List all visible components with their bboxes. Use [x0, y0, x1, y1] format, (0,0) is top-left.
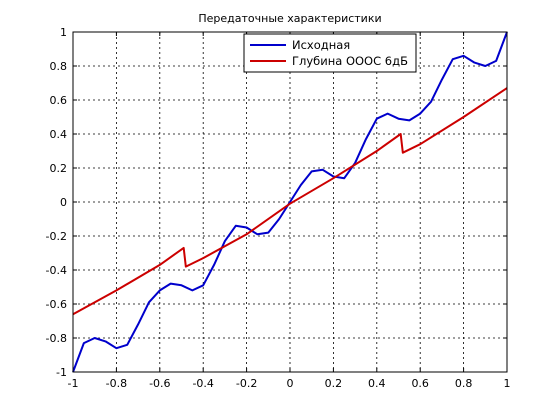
y-tick-label: 0 — [60, 196, 67, 209]
x-tick-label: -0.6 — [149, 377, 170, 390]
series-line-2 — [72, 87, 508, 316]
legend: Исходная Глубина ОООС 6дБ — [243, 33, 417, 73]
x-tick-label: -0.2 — [236, 377, 257, 390]
legend-label-2: Глубина ОООС 6дБ — [292, 54, 408, 68]
y-tick-label: -1 — [56, 366, 67, 379]
y-tick-label: -0.2 — [46, 230, 67, 243]
x-tick-label: 0.2 — [325, 377, 343, 390]
x-tick-label: 0 — [287, 377, 294, 390]
x-tick-label: 0.6 — [411, 377, 429, 390]
legend-label-1: Исходная — [292, 38, 350, 52]
series-layer — [72, 31, 508, 373]
y-tick-label: 0.2 — [50, 162, 68, 175]
y-tick-label: -0.4 — [46, 264, 67, 277]
axis-ticks: -1 -0.8 -0.6 -0.4 -0.2 0 0.2 0.4 0.6 0.8 1 -1 -0.8 -0… — [46, 26, 511, 390]
x-tick-label: -0.8 — [106, 377, 127, 390]
x-tick-label: -0.4 — [192, 377, 213, 390]
x-tick-label: 0.4 — [368, 377, 386, 390]
x-tick-label: 0.8 — [455, 377, 473, 390]
y-tick-label: -0.8 — [46, 332, 67, 345]
y-tick-label: 0.6 — [50, 94, 68, 107]
x-tick-label: 1 — [504, 377, 511, 390]
y-tick-label: 0.8 — [50, 60, 68, 73]
x-tick-label: -1 — [68, 377, 79, 390]
series-line-1 — [72, 31, 508, 373]
y-tick-label: 0.4 — [50, 128, 68, 141]
y-tick-label: 1 — [60, 26, 67, 39]
chart-title: Передаточные характеристики — [198, 12, 381, 25]
y-tick-label: -0.6 — [46, 298, 67, 311]
legend-box — [243, 33, 417, 73]
